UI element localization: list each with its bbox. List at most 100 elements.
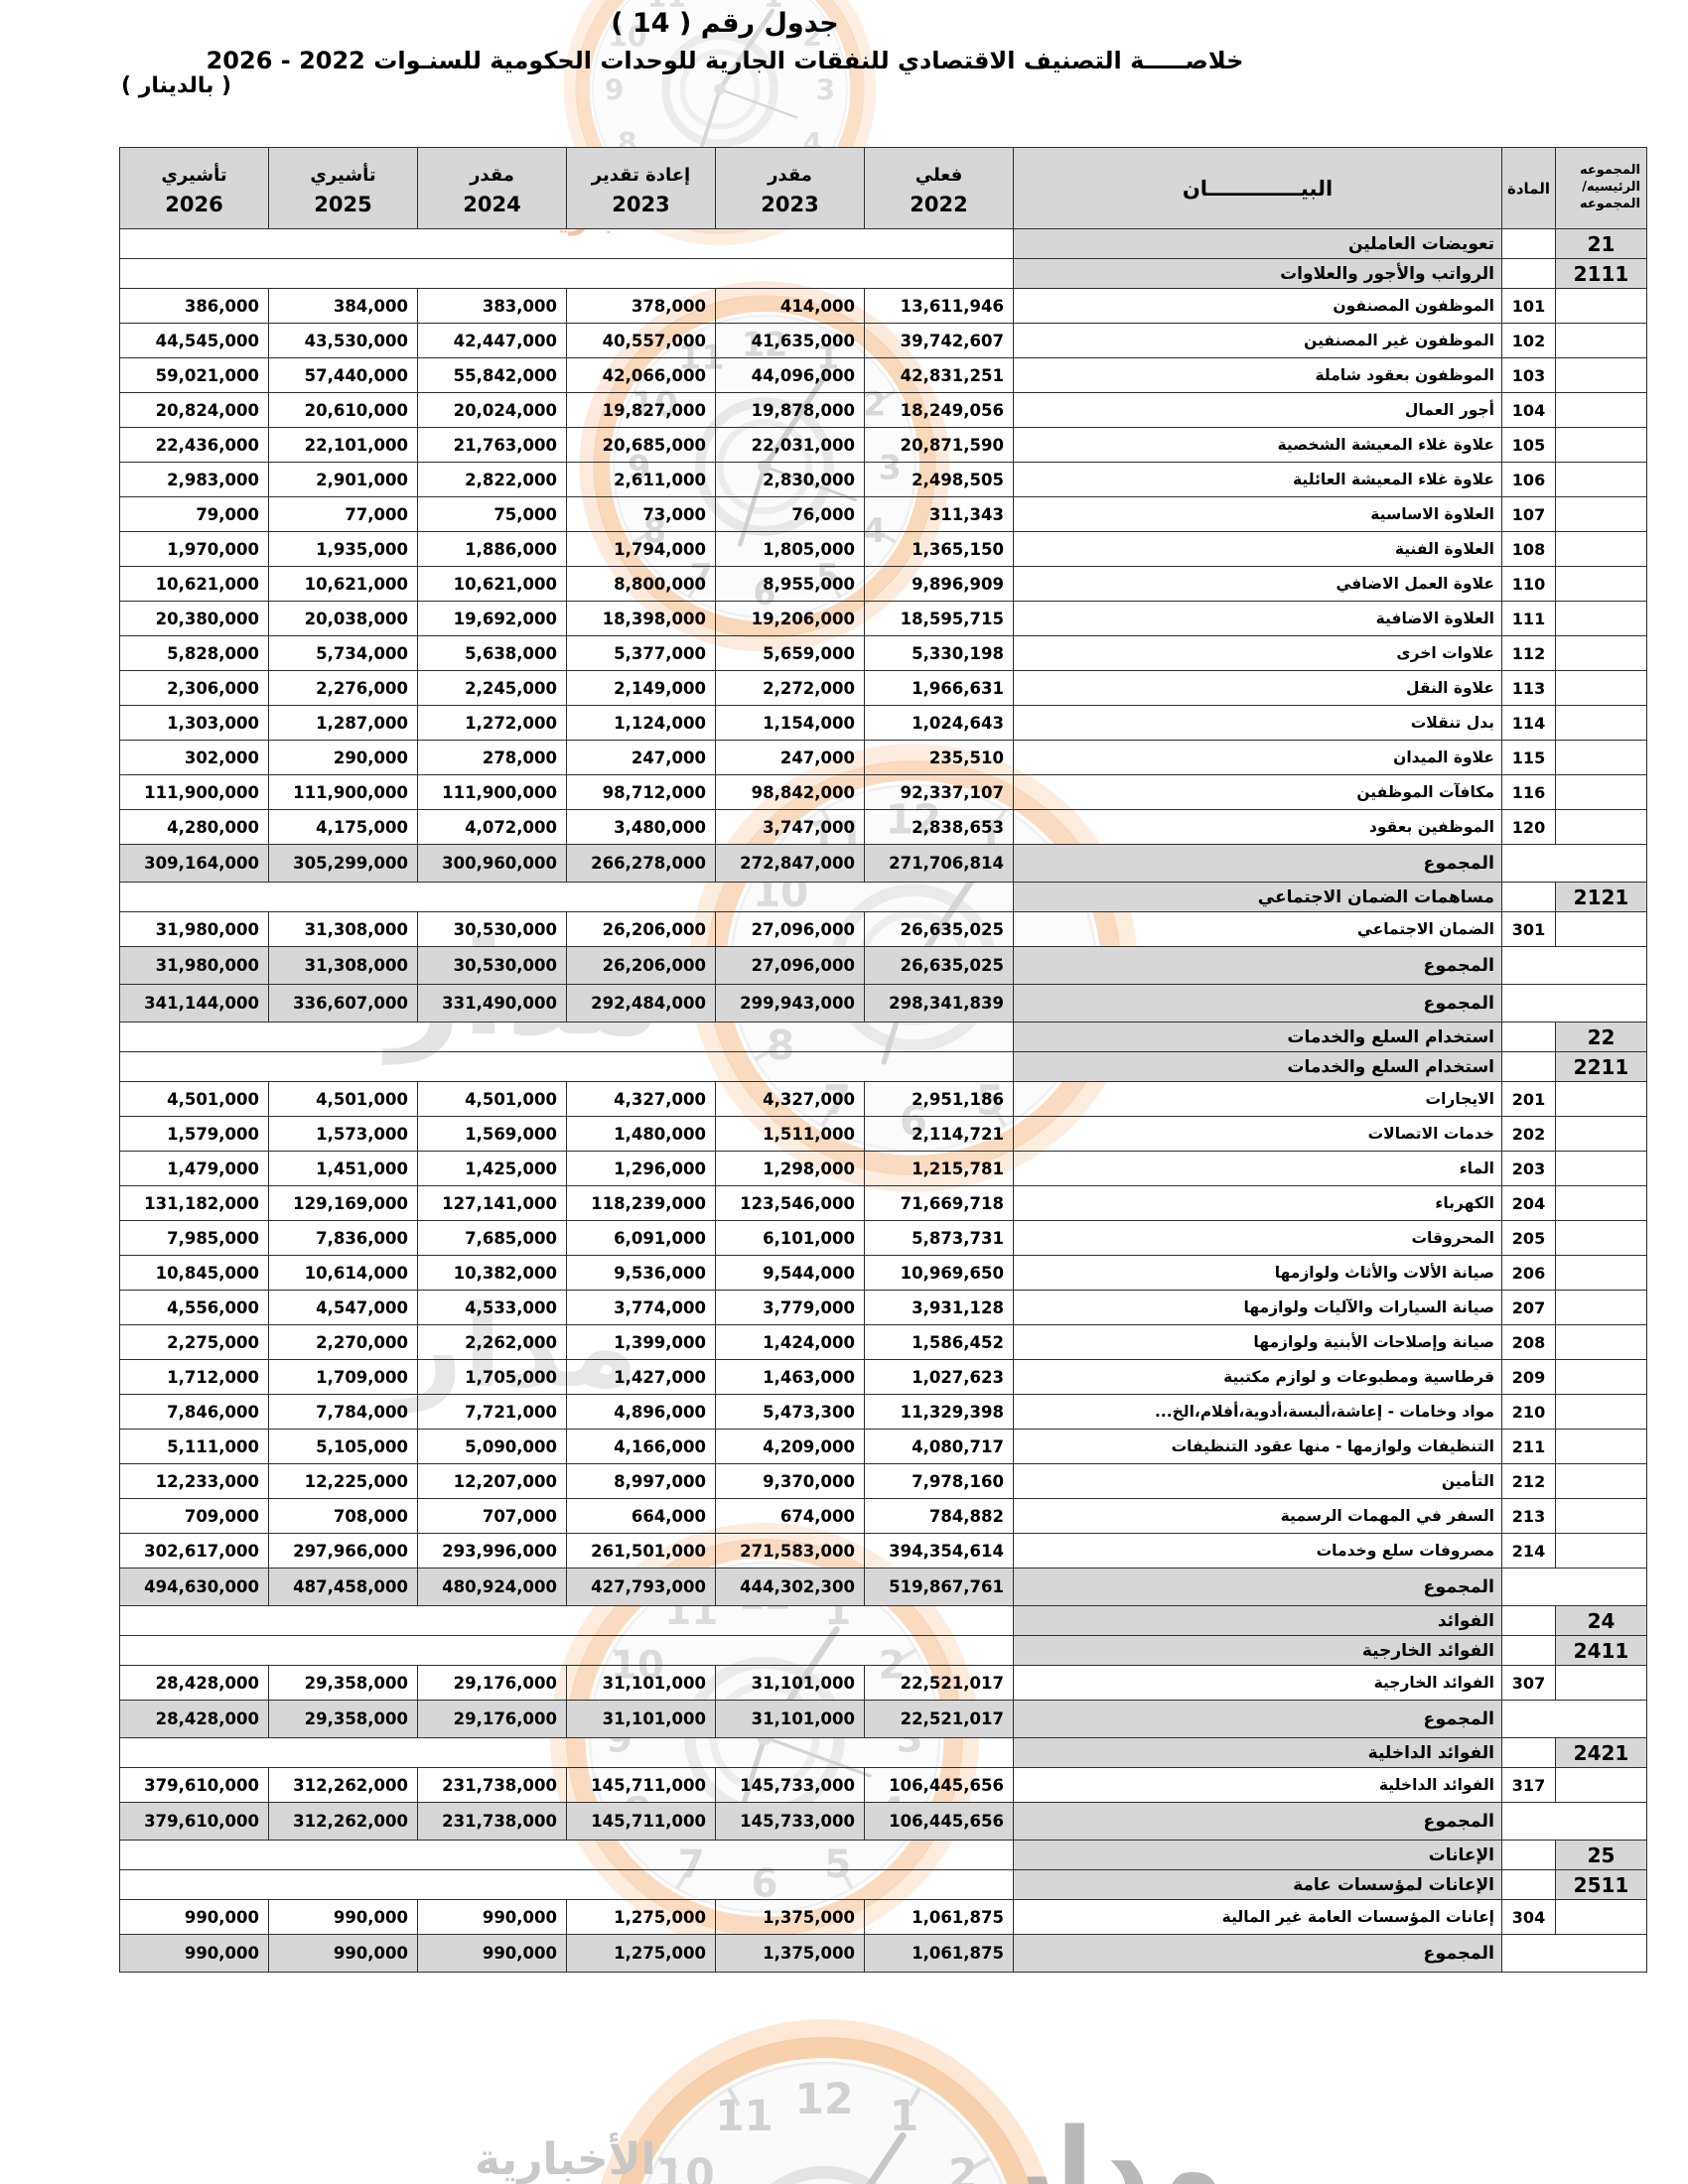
article-number-cell: [1501, 258, 1556, 289]
value-cell: 118,239,000: [566, 1185, 716, 1221]
value-cell: 4,166,000: [566, 1429, 716, 1464]
value-cell: 1,275,000: [566, 1899, 716, 1935]
total-value-cell: 336,607,000: [268, 984, 418, 1023]
total-value-cell: 1,375,000: [715, 1934, 865, 1973]
value-cell: 4,533,000: [417, 1290, 567, 1325]
value-cell: 1,480,000: [566, 1116, 716, 1152]
value-cell: 22,521,017: [864, 1665, 1014, 1701]
empty-values-cell: [119, 1737, 1014, 1768]
col-header-indicative-2025: تأشيري 2025: [268, 147, 418, 229]
value-cell: 664,000: [566, 1498, 716, 1534]
item-row: 209 قرطاسية ومطبوعات و لوازم مكتبية 1,027,…: [119, 1359, 1647, 1395]
item-label-cell: الماء: [1013, 1151, 1502, 1186]
total-row: المجموع 22,521,017 31,101,000 31,101,000 29,…: [119, 1700, 1647, 1738]
value-cell: 4,556,000: [119, 1290, 269, 1325]
value-cell: 1,424,000: [715, 1324, 865, 1360]
value-cell: 79,000: [119, 496, 269, 532]
page-subtitle: خلاصـــــة التصنيف الاقتصادي للنفقات الج…: [206, 47, 1244, 74]
col-header-label: إعادة تقدير: [591, 164, 691, 186]
total-value-cell: 990,000: [417, 1934, 567, 1973]
blank-cell: [1501, 1802, 1647, 1841]
group-number-cell: [1555, 1290, 1647, 1325]
page-title: جدول رقم ( 14 ): [611, 8, 839, 39]
item-label-cell: مواد وخامات - إعاشة،ألبسة،أدوية،أفلام،ال…: [1013, 1394, 1502, 1430]
value-cell: 1,154,000: [715, 705, 865, 741]
value-cell: 2,983,000: [119, 462, 269, 497]
value-cell: 9,370,000: [715, 1463, 865, 1499]
group-number-cell: [1555, 809, 1647, 845]
item-row: 206 صيانة الألات والأثاث ولوازمها 10,969,6…: [119, 1255, 1647, 1291]
total-value-cell: 30,530,000: [417, 946, 567, 985]
col-header-estimated-2023: مقدر 2023: [715, 147, 865, 229]
value-cell: 674,000: [715, 1498, 865, 1534]
value-cell: 20,038,000: [268, 601, 418, 636]
group-number-cell: [1555, 1324, 1647, 1360]
value-cell: 29,358,000: [268, 1665, 418, 1701]
total-row: المجموع 298,341,839 299,943,000 292,484,000…: [119, 984, 1647, 1023]
total-value-cell: 300,960,000: [417, 844, 567, 883]
empty-values-cell: [119, 258, 1014, 289]
item-label-cell: الفوائد الخارجية: [1013, 1665, 1502, 1701]
value-cell: 4,896,000: [566, 1394, 716, 1430]
value-cell: 19,692,000: [417, 601, 567, 636]
value-cell: 5,659,000: [715, 635, 865, 671]
total-row: المجموع 519,867,761 444,302,300 427,793,000…: [119, 1568, 1647, 1606]
total-value-cell: 272,847,000: [715, 844, 865, 883]
value-cell: 1,569,000: [417, 1116, 567, 1152]
group-number-cell: [1555, 774, 1647, 810]
total-value-cell: 341,144,000: [119, 984, 269, 1023]
item-label-cell: صيانة وإصلاحات الأبنية ولوازمها: [1013, 1324, 1502, 1360]
total-label-cell: المجموع: [1013, 1934, 1502, 1973]
value-cell: 1,966,631: [864, 670, 1014, 706]
total-value-cell: 1,275,000: [566, 1934, 716, 1973]
value-cell: 4,501,000: [268, 1081, 418, 1117]
group-number-cell: 21: [1555, 228, 1647, 259]
article-number-cell: 101: [1501, 288, 1556, 324]
article-number-cell: 113: [1501, 670, 1556, 706]
article-number-cell: [1501, 1840, 1556, 1870]
col-header-year: 2025: [314, 192, 372, 216]
blank-cell: [1501, 1568, 1647, 1606]
item-row: 105 علاوة غلاء المعيشة الشخصية 20,871,590 2…: [119, 427, 1647, 463]
article-number-cell: 301: [1501, 911, 1556, 947]
total-value-cell: 106,445,656: [864, 1802, 1014, 1841]
value-cell: 73,000: [566, 496, 716, 532]
item-row: 108 العلاوة الفنية 1,365,150 1,805,000 1,794…: [119, 531, 1647, 567]
item-label-cell: السفر في المهمات الرسمية: [1013, 1498, 1502, 1534]
group-number-cell: [1555, 705, 1647, 741]
value-cell: 29,176,000: [417, 1665, 567, 1701]
group-number-cell: [1555, 462, 1647, 497]
group-header-row: 21 تعويضات العاملين: [119, 228, 1647, 259]
section-label-cell: الإعانات لمؤسسات عامة: [1013, 1869, 1502, 1900]
total-value-cell: 29,176,000: [417, 1700, 567, 1738]
item-label-cell: الموظفون غير المصنفين: [1013, 323, 1502, 358]
value-cell: 6,101,000: [715, 1220, 865, 1256]
value-cell: 1,805,000: [715, 531, 865, 567]
total-row: المجموع 271,706,814 272,847,000 266,278,000…: [119, 844, 1647, 883]
total-value-cell: 480,924,000: [417, 1568, 567, 1606]
value-cell: 1,027,623: [864, 1359, 1014, 1395]
item-row: 101 الموظفون المصنفون 13,611,946 414,000 378…: [119, 288, 1647, 324]
article-number-cell: [1501, 882, 1556, 912]
total-value-cell: 990,000: [119, 1934, 269, 1973]
value-cell: 5,105,000: [268, 1429, 418, 1464]
value-cell: 44,096,000: [715, 357, 865, 393]
value-cell: 145,733,000: [715, 1767, 865, 1803]
group-number-cell: [1555, 566, 1647, 602]
article-number-cell: 108: [1501, 531, 1556, 567]
expenditure-table: المجموعه الرئيسيه/ المجموعه المادة البيـ…: [119, 147, 1647, 1973]
value-cell: 4,501,000: [119, 1081, 269, 1117]
value-cell: 1,573,000: [268, 1116, 418, 1152]
value-cell: 4,080,717: [864, 1429, 1014, 1464]
item-label-cell: مكافآت الموظفين: [1013, 774, 1502, 810]
group-number-cell: [1555, 1394, 1647, 1430]
group-number-cell: [1555, 1220, 1647, 1256]
total-value-cell: 331,490,000: [417, 984, 567, 1023]
total-value-cell: 494,630,000: [119, 1568, 269, 1606]
item-label-cell: علاوة غلاء المعيشة الشخصية: [1013, 427, 1502, 463]
value-cell: 12,225,000: [268, 1463, 418, 1499]
value-cell: 4,280,000: [119, 809, 269, 845]
value-cell: 2,822,000: [417, 462, 567, 497]
group-header-row: 2511 الإعانات لمؤسسات عامة: [119, 1869, 1647, 1900]
group-number-cell: [1555, 496, 1647, 532]
